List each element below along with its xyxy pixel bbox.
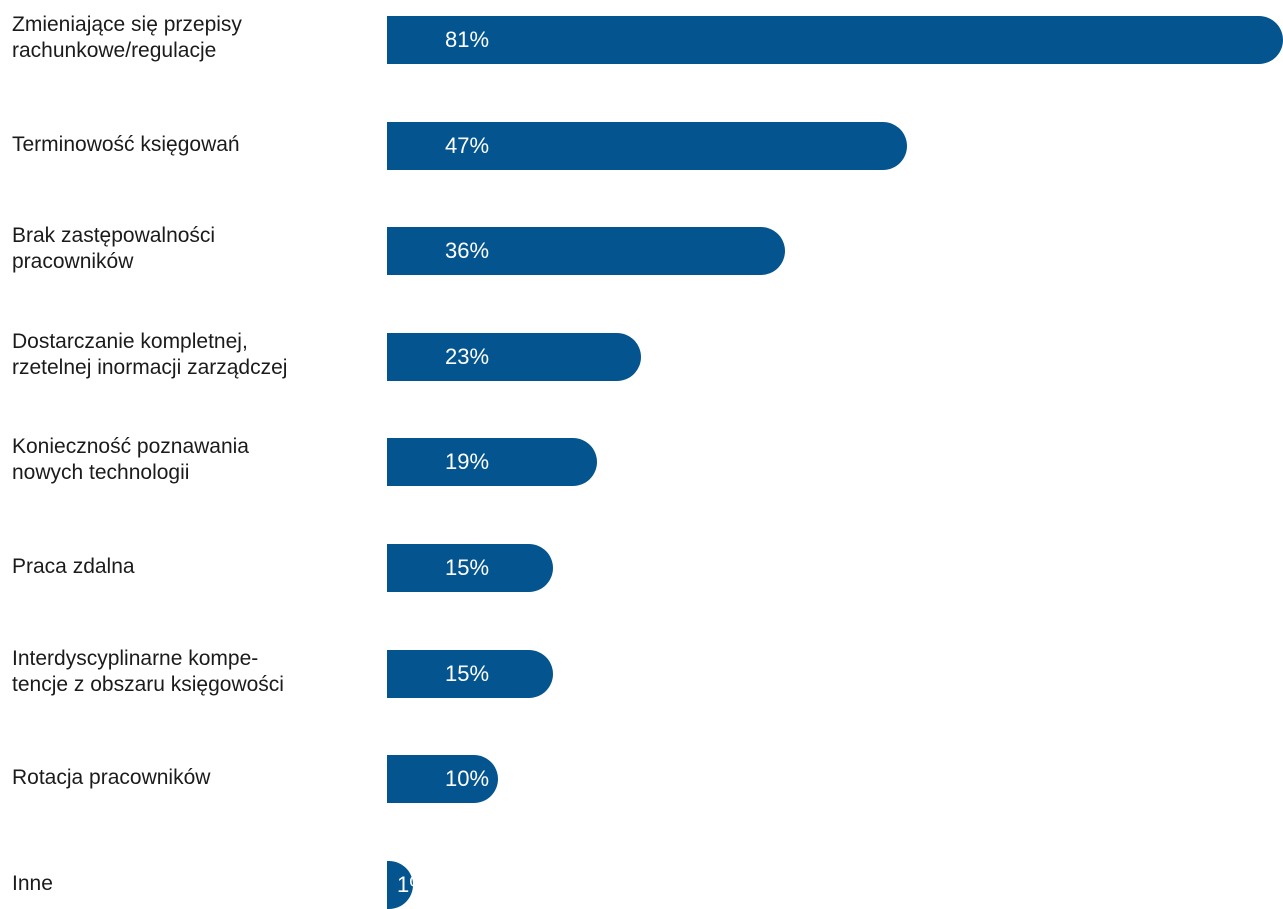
category-label: Brak zastępowalności pracowników [12,224,216,273]
bar: 1% [387,861,429,909]
category-label: Praca zdalna [12,555,135,578]
category-label: Terminowość księgowań [12,133,240,156]
bar: 23% [387,333,641,381]
bar: 81% [387,16,1283,64]
category-label: Zmieniające się przepisy rachunkowe/regu… [12,13,242,62]
bar-value-label: 47% [445,133,490,158]
category-label: Dostarczanie kompletnej, rzetelnej inorm… [12,330,288,379]
bar-value-label: 1% [397,872,429,897]
bar: 15% [387,650,553,698]
bar-value-label: 23% [445,344,490,369]
bar-value-label: 81% [445,27,490,52]
bar-value-label: 15% [445,555,490,580]
category-label: Konieczność poznawania nowych technologi… [12,435,249,484]
bar-value-label: 15% [445,661,490,686]
category-label: Rotacja pracowników [12,766,211,789]
bar-value-label: 10% [445,766,490,791]
bar: 15% [387,544,553,592]
bar: 19% [387,438,597,486]
bar: 36% [387,227,785,275]
bar-value-label: 19% [445,449,490,474]
bar-value-label: 36% [445,238,490,263]
bar: 10% [387,755,498,803]
category-label: Inne [12,872,53,895]
category-label: Interdyscyplinarne kompe- tencje z obsza… [12,647,284,696]
bar: 47% [387,122,907,170]
